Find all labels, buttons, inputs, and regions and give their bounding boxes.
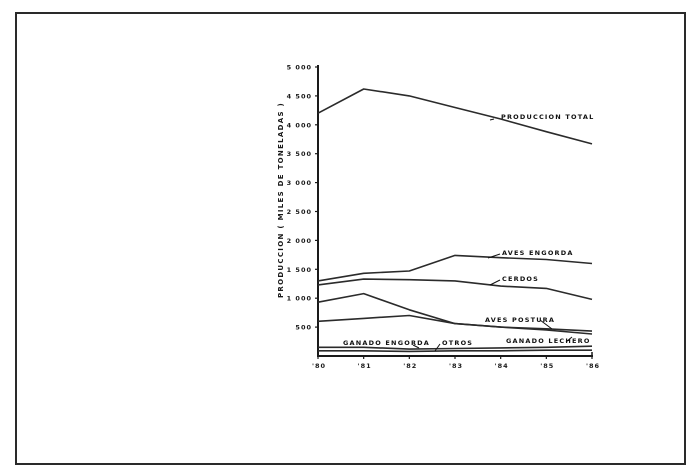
axes: [315, 65, 593, 359]
y-tick-label: 1 500: [287, 266, 312, 274]
label-leader-line: [539, 319, 553, 330]
y-tick-label: 1 000: [287, 295, 312, 303]
chart-frame: [15, 12, 686, 465]
series-line-aves-engorda: [317, 254, 593, 282]
x-tick-label: '85: [540, 362, 554, 370]
y-axis-title: PRODUCCION ( MILES DE TONELADAS ): [277, 102, 285, 298]
y-tick-label: 3 500: [287, 150, 312, 158]
label-leader-line: [489, 279, 501, 286]
y-tick-label: 500: [295, 324, 312, 332]
label-leader-line: [487, 253, 501, 259]
series-line-ganado-lechero: [317, 314, 593, 332]
series-label: GANADO LECHERO: [506, 337, 591, 345]
label-leader-line: [434, 343, 441, 352]
x-tick-label: '81: [358, 362, 372, 370]
x-axis-tick-labels: '80 '81 '82 '83 '84 '85 '86: [312, 362, 600, 370]
y-tick-label: 2 500: [287, 208, 312, 216]
label-leader-line: [412, 344, 420, 349]
y-tick-label: 2 000: [287, 237, 312, 245]
x-tick-label: '82: [403, 362, 417, 370]
series-label: OTROS: [442, 339, 473, 347]
x-tick-label: '86: [586, 362, 600, 370]
y-tick-label: 4 500: [287, 92, 312, 100]
x-tick-label: '83: [449, 362, 463, 370]
y-tick-label: 4 000: [287, 121, 312, 129]
series-label: GANADO ENGORDA: [343, 339, 430, 347]
x-tick-label: '80: [312, 362, 326, 370]
series-label: AVES ENGORDA: [502, 249, 574, 257]
y-tick-label: 5 000: [287, 64, 312, 72]
y-tick-label: 3 000: [287, 179, 312, 187]
series-label: CERDOS: [502, 275, 539, 283]
x-tick-label: '84: [495, 362, 509, 370]
series-line-produccion-total: [317, 88, 593, 145]
label-leader-line: [565, 336, 573, 343]
series-line-cerdos: [317, 278, 593, 301]
series-labels: PRODUCCION TOTAL AVES ENGORDA CERDOS AVES P…: [343, 113, 594, 352]
y-axis-tick-labels: 500 1 000 1 500 2 000 2 500 3 000 3 500 4 000 4 …: [287, 64, 312, 332]
series-line-otros: [318, 349, 592, 353]
series-label: AVES POSTURA: [485, 316, 555, 324]
series-line-ganado-engorda: [318, 345, 593, 350]
label-leader-line: [489, 118, 495, 121]
series-lines: [317, 88, 593, 353]
series-label: PRODUCCION TOTAL: [501, 113, 594, 121]
